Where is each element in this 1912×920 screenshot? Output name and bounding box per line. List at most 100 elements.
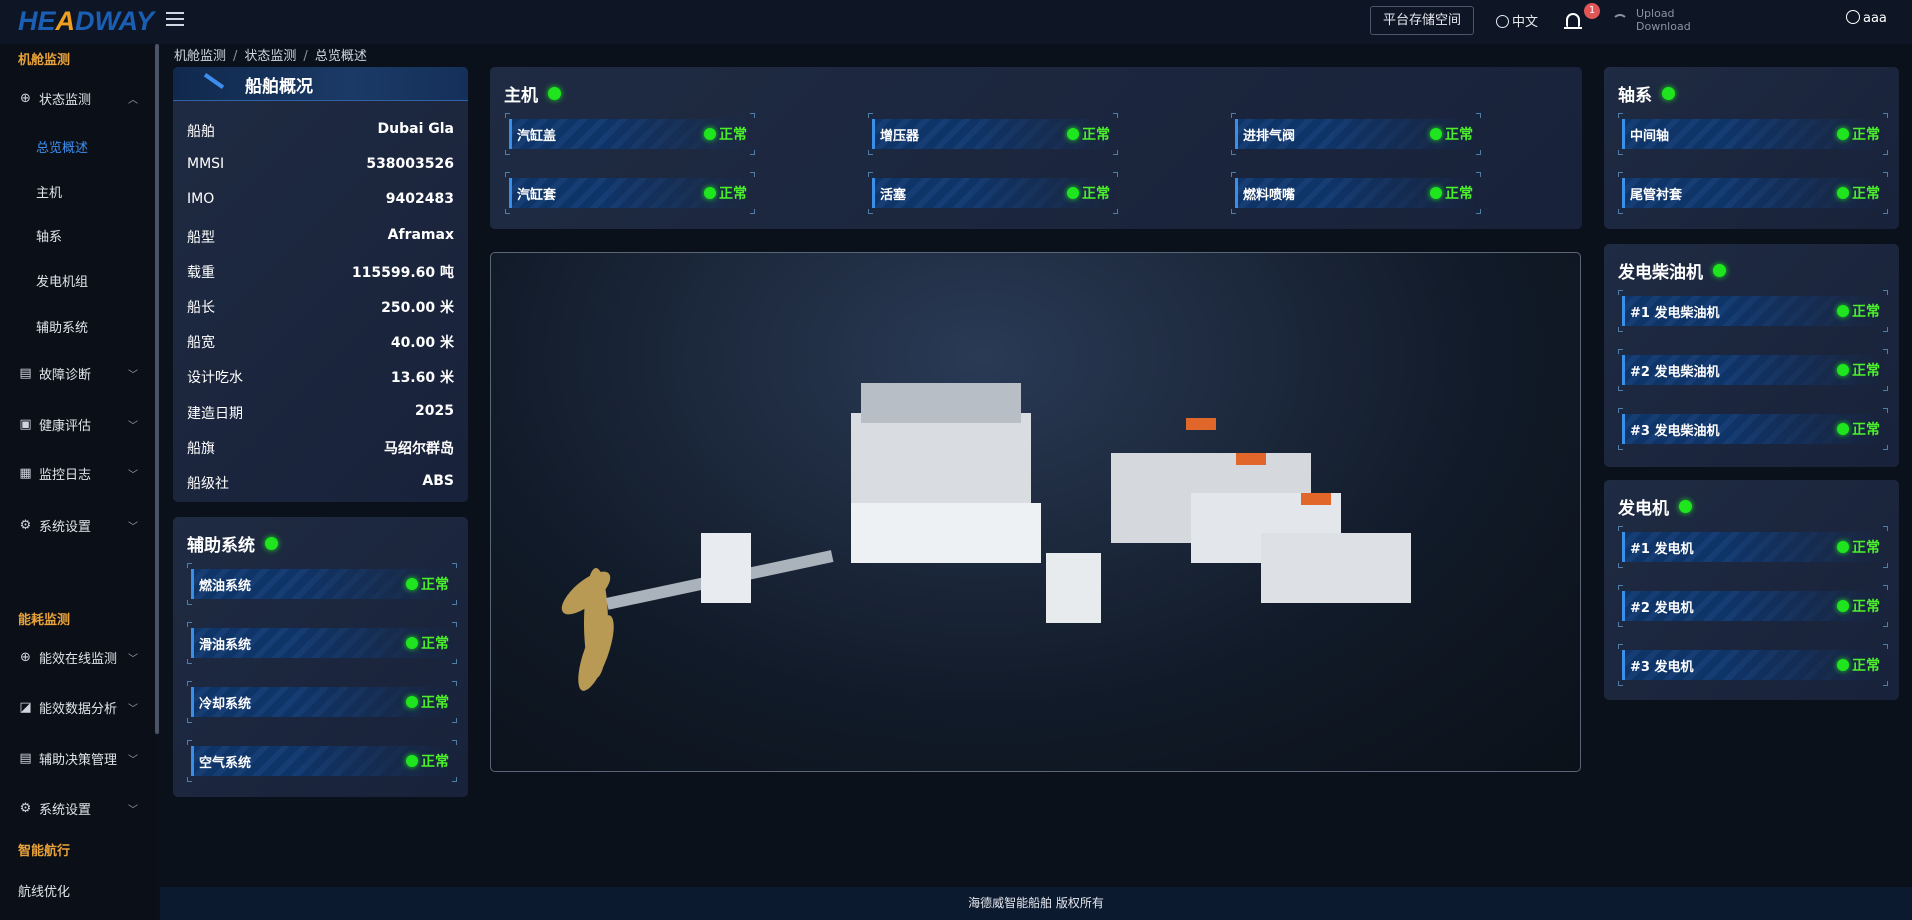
nav-energy-settings[interactable]: ⚙ 系统设置 ﹀ [18,799,138,818]
status-item[interactable]: 活塞 正常 [868,172,1118,214]
item-accent [191,687,194,717]
corner [452,622,457,627]
status-dot [1837,541,1849,553]
status-item[interactable]: 增压器 正常 [868,113,1118,155]
generator-card: 发电机 #1 发电机 正常 #2 发电机 正常 #3 发电机 正常 [1604,480,1899,700]
nav-main-engine[interactable]: 主机 [36,186,63,201]
ship-info-row: 船长 250.00 米 [187,297,454,317]
status-item[interactable]: 尾管衬套 正常 [1618,172,1888,214]
item-label: 汽缸盖 [517,129,557,144]
sidebar-scrollbar[interactable] [155,44,159,734]
user-icon [1846,10,1860,24]
user-menu[interactable]: aaa [1846,10,1887,26]
headway-logo[interactable]: HEADWAY [18,6,155,36]
nav-aux-system[interactable]: 辅助系统 [36,321,89,336]
status-text: 正常 [1445,127,1473,143]
status-item[interactable]: 燃料喷嘴 正常 [1231,172,1481,214]
nav-shafting[interactable]: 轴系 [36,230,63,245]
status-item[interactable]: 滑油系统 正常 [187,622,457,664]
status-item[interactable]: 冷却系统 正常 [187,681,457,723]
corner [1476,113,1481,118]
nav-overview[interactable]: 总览概述 [36,141,89,156]
status-item[interactable]: #3 发电机 正常 [1618,644,1888,686]
gen-diesel-card: 发电柴油机 #1 发电柴油机 正常 #2 发电柴油机 正常 #3 发电柴油机 正… [1604,244,1899,467]
status-item[interactable]: #2 发电机 正常 [1618,585,1888,627]
chevron-up-icon: ︿ [128,95,138,106]
language-switch[interactable]: 中文 [1496,11,1538,30]
status-item[interactable]: #1 发电机 正常 [1618,526,1888,568]
info-value: 538003526 [366,156,454,173]
language-label: 中文 [1512,15,1539,30]
status-indicator: 正常 [1837,124,1880,144]
item-label: 滑油系统 [199,638,252,653]
status-indicator: 正常 [1430,124,1473,144]
nav-system-settings[interactable]: ⚙ 系统设置 ﹀ [18,516,138,535]
corner [1476,172,1481,177]
breadcrumb-item[interactable]: 状态监测 [244,49,297,64]
status-item[interactable]: 空气系统 正常 [187,740,457,782]
status-item[interactable]: 中间轴 正常 [1618,113,1888,155]
item-accent [509,119,512,149]
status-item[interactable]: #3 发电柴油机 正常 [1618,408,1888,450]
nav-efficiency-analysis[interactable]: ◪ 能效数据分析 ﹀ [18,698,138,717]
status-indicator: 正常 [1837,301,1880,321]
status-item[interactable]: 汽缸套 正常 [505,172,755,214]
wifi-icon [1612,14,1628,24]
status-dot [1679,500,1692,513]
breadcrumb-item[interactable]: 机舱监测 [174,49,227,64]
status-item[interactable]: #2 发电柴油机 正常 [1618,349,1888,391]
nav-efficiency-online[interactable]: ⊕ 能效在线监测 ﹀ [18,648,138,667]
nav-label: 故障诊断 [39,368,92,383]
chart-icon: ◪ [19,700,32,715]
status-dot [704,187,716,199]
status-indicator: 正常 [704,124,747,144]
engine-room-3d-view[interactable] [490,252,1581,772]
corner [1618,327,1623,332]
corner [452,600,457,605]
corner [187,600,192,605]
ship-info-row: MMSI 538003526 [187,156,454,172]
section-engine-room: 机舱监测 [18,53,71,68]
info-value: Dubai Gla [377,121,454,137]
nav-route-optimization[interactable]: 航线优化 [18,885,71,900]
info-key: IMO [187,191,215,208]
nav-generator-set[interactable]: 发电机组 [36,275,89,290]
status-item[interactable]: #1 发电柴油机 正常 [1618,290,1888,332]
ship-info-row: IMO 9402483 [187,191,454,207]
info-value: 9402483 [385,191,454,208]
platform-storage-button[interactable]: 平台存储空间 [1370,6,1474,35]
chevron-down-icon: ﹀ [128,755,138,766]
card-title: 船舶概况 [245,77,313,97]
bell-icon[interactable] [1564,13,1582,29]
aux-system-card: 辅助系统 燃油系统 正常 滑油系统 正常 冷却系统 正常 空气系统 正常 [173,517,468,797]
nav-monitor-log[interactable]: ▦ 监控日志 ﹀ [18,464,138,483]
item-accent [1622,296,1625,326]
status-indicator: 正常 [1837,360,1880,380]
status-text: 正常 [1852,540,1880,556]
status-dot [1837,305,1849,317]
status-dot [1837,423,1849,435]
gear-icon: ⚙ [19,801,32,816]
nav-health-assessment[interactable]: ▣ 健康评估 ﹀ [18,415,138,434]
status-text: 正常 [421,636,449,652]
notification-badge: 1 [1584,3,1600,19]
menu-toggle-icon[interactable] [166,12,184,28]
nav-status-monitoring[interactable]: ⊕ 状态监测 ︿ [18,89,138,108]
status-item[interactable]: 汽缸盖 正常 [505,113,755,155]
username: aaa [1863,11,1887,26]
status-item[interactable]: 进排气阀 正常 [1231,113,1481,155]
corner [1476,150,1481,155]
status-dot [406,755,418,767]
corner [1883,445,1888,450]
corner [868,209,873,214]
main-engine-card: 主机 汽缸盖 正常 增压器 正常 进排气阀 正常 汽缸套 正常 活塞 正常 燃料… [490,67,1582,229]
status-indicator: 正常 [1837,419,1880,439]
status-item[interactable]: 燃油系统 正常 [187,563,457,605]
nav-decision-mgmt[interactable]: ▤ 辅助决策管理 ﹀ [18,749,138,768]
item-accent [1622,414,1625,444]
nav-fault-diagnosis[interactable]: ▤ 故障诊断 ﹀ [18,364,138,383]
corner [1883,681,1888,686]
corner [1618,526,1623,531]
item-accent [1622,650,1625,680]
status-text: 正常 [1082,127,1110,143]
